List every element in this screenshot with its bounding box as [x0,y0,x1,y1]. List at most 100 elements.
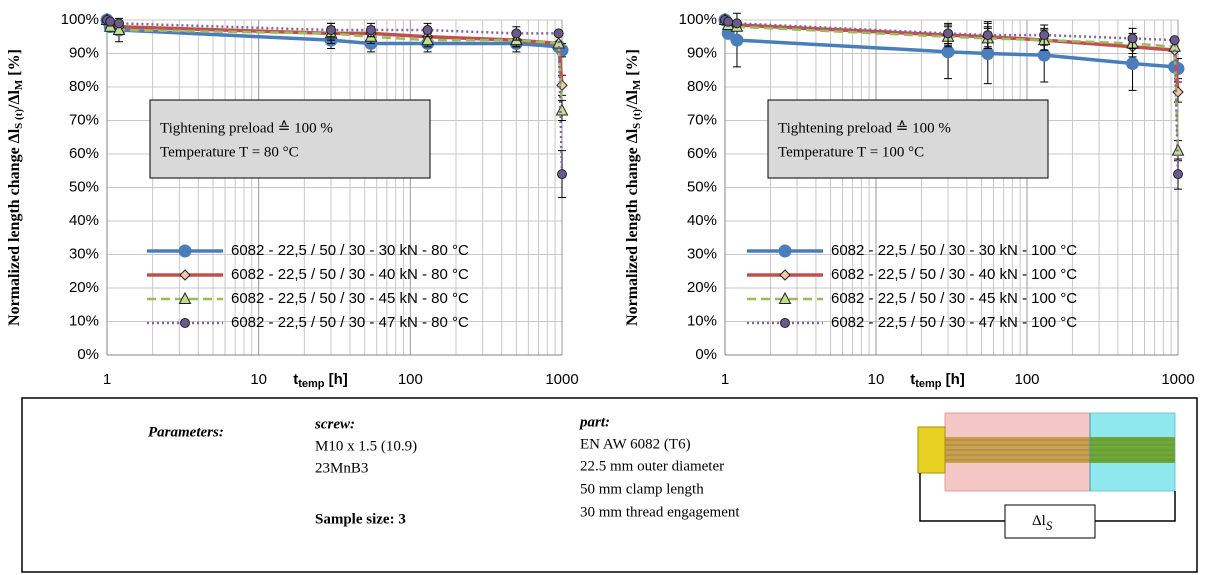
marker [942,46,954,58]
sample-size: Sample size: 3 [315,511,406,527]
y-axis-label-part: [%] [624,49,641,80]
delta-label-sub: S [1046,518,1053,533]
bolt-head [918,427,945,473]
x-tick-label: 1 [103,371,111,388]
part-line: 22.5 mm outer diameter [580,458,724,474]
x-tick-label: 1000 [545,371,578,388]
marker [1127,58,1139,70]
marker [115,19,124,28]
screw-title: screw: [314,416,355,432]
marker [179,245,191,257]
annotation-box [768,100,1048,178]
y-tick-label: 10% [687,312,717,329]
series [720,15,1183,102]
legend-label: 6082 - 22,5 / 50 / 30 - 40 kN - 100 °C [831,266,1077,283]
marker [1128,34,1137,43]
parameters-label: Parameters: [148,424,224,440]
y-tick-label: 20% [69,279,99,296]
marker [983,31,992,40]
x-axis-label-part: [h] [941,371,964,388]
y-axis-label-part: [%] [6,49,23,80]
y-axis-label-part: /Δl [624,90,641,110]
marker [180,270,190,280]
x-axis-label-part: temp [915,378,942,390]
y-tick-label: 60% [69,145,99,162]
legend-label: 6082 - 22,5 / 50 / 30 - 40 kN - 80 °C [231,266,469,283]
part-line: EN AW 6082 (T6) [580,436,691,452]
x-tick-label: 1000 [1161,371,1194,388]
legend-label: 6082 - 22,5 / 50 / 30 - 30 kN - 80 °C [231,242,469,259]
marker [558,170,567,179]
y-tick-label: 80% [69,78,99,95]
marker [944,29,953,38]
legend-label: 6082 - 22,5 / 50 / 30 - 45 kN - 100 °C [831,290,1077,307]
marker [982,48,994,60]
annotation-text: Temperature T = 100 °C [778,144,924,160]
x-tick-label: 100 [1014,371,1039,388]
marker [512,29,521,38]
x-axis-label: ttemp [h] [910,371,965,390]
marker [106,17,115,26]
marker [724,17,733,26]
y-axis-label-part: /Δl [6,90,23,110]
y-axis-label-part: S (t) [631,109,643,129]
y-tick-label: 30% [687,245,717,262]
x-axis-label-part: temp [298,378,325,390]
screw-line: M10 x 1.5 (10.9) [315,438,417,454]
y-tick-label: 0% [695,346,717,363]
y-tick-label: 20% [687,279,717,296]
marker [1174,170,1183,179]
marker [327,26,336,35]
y-axis-label-part: M [13,79,25,90]
marker [1173,87,1183,97]
marker [732,19,741,28]
marker [1038,49,1050,61]
screw-line: 23MnB3 [315,460,368,476]
legend-label: 6082 - 22,5 / 50 / 30 - 30 kN - 100 °C [831,242,1077,259]
y-tick-label: 10% [69,312,99,329]
marker [557,80,567,90]
y-tick-label: 80% [687,78,717,95]
marker [1040,31,1049,40]
annotation-text: Tightening preload ≙ 100 % [778,119,951,136]
x-tick-label: 1 [721,371,729,388]
y-tick-label: 70% [69,111,99,128]
marker [779,245,791,257]
y-tick-label: 0% [77,346,99,363]
y-tick-label: 90% [687,44,717,61]
y-tick-label: 40% [687,212,717,229]
y-tick-label: 100% [679,11,717,28]
legend-label: 6082 - 22,5 / 50 / 30 - 47 kN - 100 °C [831,314,1077,331]
delta-label-main: Δl [1032,513,1046,529]
y-tick-label: 40% [69,212,99,229]
marker [554,29,563,38]
y-axis-label-part: S (t) [13,109,25,129]
figure: 0%10%20%30%40%50%60%70%80%90%100%1101001… [0,0,1205,575]
y-tick-label: 50% [69,178,99,195]
y-tick-label: 60% [687,145,717,162]
y-axis-label-part: M [631,79,643,90]
annotation-box [150,100,430,178]
marker [366,26,375,35]
marker [1170,36,1179,45]
y-tick-label: 50% [687,178,717,195]
x-tick-label: 10 [250,371,267,388]
legend-label: 6082 - 22,5 / 50 / 30 - 45 kN - 80 °C [231,290,469,307]
part-title: part: [578,414,610,430]
x-tick-label: 100 [398,371,423,388]
y-tick-label: 90% [69,44,99,61]
annotation-text: Temperature T = 80 °C [160,144,299,160]
marker [781,319,790,328]
marker [423,26,432,35]
y-axis-label: Normalized length change ΔlS (t)/ΔlM [%] [6,49,25,326]
x-axis-label: ttemp [h] [293,371,348,390]
y-tick-label: 100% [61,11,99,28]
part-line: 30 mm thread engagement [580,504,740,520]
marker [557,104,568,115]
part-line: 50 mm clamp length [580,481,704,497]
marker [181,319,190,328]
y-axis-label-part: Normalized length change Δl [6,128,23,326]
